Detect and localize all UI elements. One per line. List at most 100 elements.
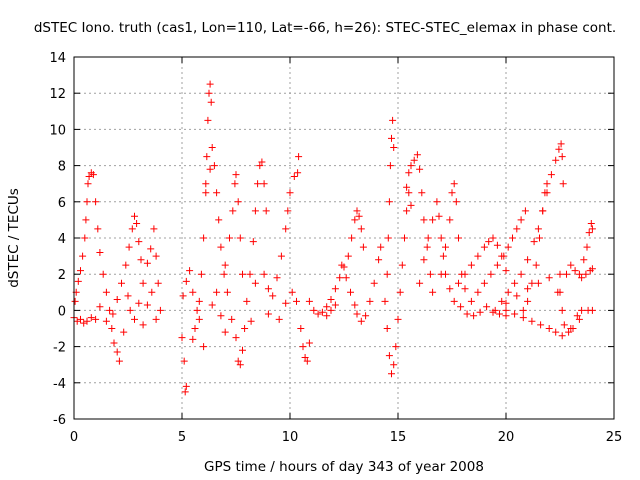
y-tick-label: 8: [58, 160, 66, 175]
data-point: [256, 162, 264, 170]
data-point: [147, 245, 155, 253]
data-point: [84, 180, 92, 188]
data-point: [336, 274, 344, 282]
data-point: [435, 212, 443, 220]
data-point: [370, 279, 378, 287]
data-point: [284, 207, 292, 215]
data-point: [489, 234, 497, 242]
data-point: [536, 234, 543, 242]
data-point: [299, 343, 307, 351]
y-axis-label: dSTEC / TECUs: [6, 188, 22, 288]
data-point: [264, 285, 272, 293]
data-point: [513, 225, 521, 233]
data-point: [135, 299, 143, 307]
data-point: [455, 234, 462, 242]
data-point: [357, 225, 365, 233]
data-point: [234, 357, 242, 365]
data-point: [401, 234, 408, 242]
data-point: [186, 267, 194, 275]
data-point: [420, 216, 428, 224]
data-point: [189, 288, 197, 296]
data-point: [133, 220, 141, 227]
data-point: [587, 220, 595, 227]
data-point: [388, 370, 395, 378]
data-point: [545, 274, 553, 282]
data-point: [423, 243, 431, 251]
data-point: [410, 156, 418, 164]
y-tick-label: 10: [49, 123, 66, 138]
data-point: [483, 303, 491, 311]
data-point: [205, 89, 213, 97]
data-point: [126, 306, 134, 314]
data-point: [143, 259, 151, 267]
data-point: [318, 308, 326, 316]
data-point: [573, 312, 581, 320]
y-tick-label: 6: [58, 196, 66, 211]
data-point: [220, 270, 228, 278]
y-tick-label: -4: [53, 377, 66, 392]
data-point: [578, 306, 586, 314]
data-point: [181, 388, 189, 396]
data-point: [206, 165, 214, 173]
y-tick-labels: -6 -4 -2 0 2 4 6 8 10 12 14: [49, 51, 66, 428]
data-point: [236, 234, 244, 242]
data-point: [588, 265, 596, 273]
data-point: [521, 207, 529, 215]
data-point: [429, 216, 437, 224]
data-point: [331, 285, 339, 293]
data-point: [537, 321, 545, 329]
y-tick-label: 14: [49, 51, 66, 66]
data-point: [383, 325, 391, 332]
data-point: [450, 180, 458, 188]
data-point: [580, 256, 588, 264]
data-point: [89, 171, 97, 179]
data-point: [385, 352, 393, 360]
data-point: [517, 216, 525, 224]
data-point: [139, 321, 147, 329]
y-tick-label: 4: [58, 232, 66, 247]
data-point: [567, 325, 575, 332]
data-point: [74, 277, 82, 285]
data-point: [277, 252, 285, 260]
x-tick-labels: 0 5 10 15 20 25: [70, 430, 622, 445]
data-point: [331, 301, 339, 309]
data-point: [247, 317, 255, 325]
data-point: [413, 151, 421, 159]
data-point: [446, 216, 454, 224]
data-point: [99, 270, 107, 278]
data-point: [509, 234, 516, 242]
data-point: [394, 315, 402, 323]
data-point: [297, 325, 305, 332]
data-point: [384, 234, 392, 242]
y-tick-label: 0: [58, 304, 66, 319]
data-point: [193, 306, 201, 314]
data-point: [79, 252, 87, 260]
data-point: [327, 306, 335, 314]
data-point: [236, 361, 244, 369]
data-point: [305, 297, 313, 305]
data-point: [381, 297, 389, 305]
data-point: [480, 243, 488, 251]
data-point: [366, 297, 374, 305]
data-point: [524, 256, 532, 264]
data-point: [502, 312, 510, 320]
data-point: [262, 207, 270, 215]
x-axis-label: GPS time / hours of day 343 of year 2008: [204, 459, 484, 475]
data-point: [575, 270, 583, 278]
data-point: [83, 198, 91, 206]
data-point: [377, 243, 385, 251]
data-point: [493, 261, 501, 269]
data-point: [560, 321, 568, 329]
data-point: [519, 306, 527, 314]
data-point: [77, 267, 84, 275]
data-point: [558, 306, 566, 314]
data-point: [588, 225, 596, 233]
data-point: [571, 267, 579, 275]
data-point: [511, 279, 519, 287]
data-point: [73, 317, 81, 325]
data-point: [351, 216, 359, 224]
data-point: [351, 301, 359, 309]
data-point: [226, 234, 233, 242]
data-point: [519, 314, 527, 322]
data-point: [398, 261, 406, 269]
